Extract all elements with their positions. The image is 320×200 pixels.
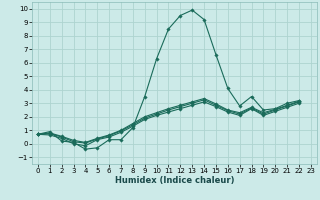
X-axis label: Humidex (Indice chaleur): Humidex (Indice chaleur) <box>115 176 234 185</box>
